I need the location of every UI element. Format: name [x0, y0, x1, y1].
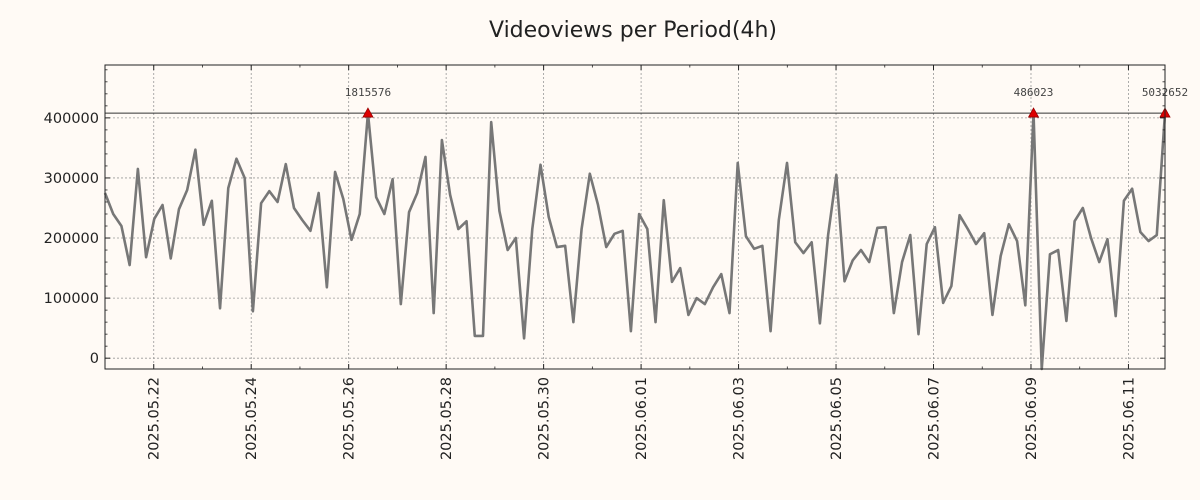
- x-tick-label: 2025.06.01: [634, 377, 650, 460]
- y-tick-label: 100000: [44, 291, 99, 307]
- chart-title: Videoviews per Period(4h): [489, 18, 777, 43]
- axes: 0 100000 200000 300000 400000 2025.05.22 2025.…: [44, 65, 1165, 460]
- peak-marker: [362, 107, 374, 118]
- plot-frame: [104, 64, 1166, 370]
- x-tick-label: 2025.06.03: [732, 377, 748, 460]
- y-tick-label: 300000: [44, 171, 99, 187]
- y-tick-label: 200000: [44, 231, 99, 247]
- x-tick-label: 2025.05.28: [439, 377, 455, 460]
- x-tick-label: 2025.06.07: [927, 377, 943, 460]
- x-tick-label: 2025.06.11: [1121, 377, 1137, 460]
- series-line-videoviews: [103, 111, 1167, 371]
- y-tick-label: 0: [90, 351, 99, 367]
- x-tick-label: 2025.05.24: [244, 377, 260, 460]
- x-tick-label: 2025.06.09: [1024, 377, 1040, 460]
- x-tick-label: 2025.05.26: [342, 377, 358, 460]
- peak-annotation-label: 486023: [1014, 86, 1054, 99]
- peak-annotation-label: 1815576: [345, 86, 391, 99]
- peak-marker: [1027, 107, 1040, 118]
- x-tick-label: 2025.05.30: [537, 377, 553, 460]
- x-tick-label: 2025.05.22: [147, 377, 163, 460]
- y-tick-label: 400000: [44, 111, 99, 127]
- peak-markers: 1815576 486023 5032652: [345, 86, 1188, 118]
- x-tick-label: 2025.06.05: [829, 377, 845, 460]
